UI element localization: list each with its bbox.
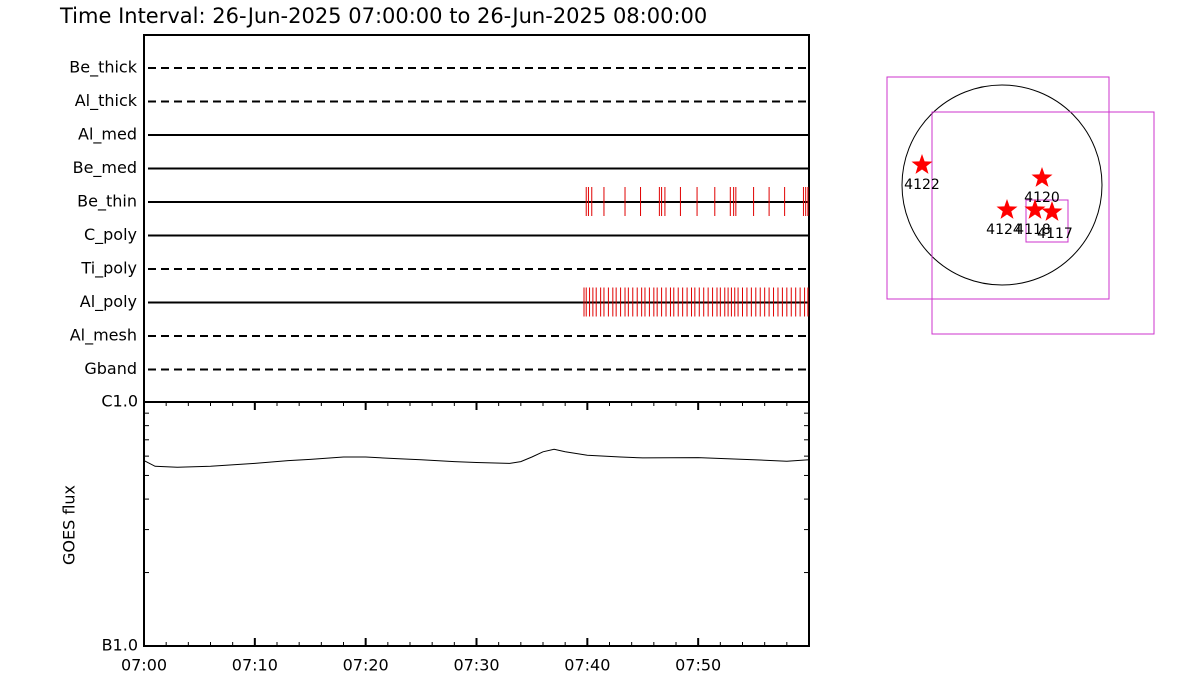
row-label: Al_med: [78, 125, 137, 145]
x-tick-label: 07:00: [121, 656, 167, 675]
region-label: 4117: [1037, 226, 1073, 242]
region-star: [911, 154, 933, 174]
fov-box: [1025, 199, 1069, 243]
fov-box: [886, 76, 1110, 300]
region-label: 4118: [1015, 222, 1051, 238]
x-tick-label: 07:50: [675, 656, 721, 675]
region-star: [1031, 167, 1053, 187]
y-axis-label: GOES flux: [60, 485, 79, 565]
chart-title: Time Interval: 26-Jun-2025 07:00:00 to 2…: [59, 4, 707, 28]
region-label: 4122: [904, 177, 940, 193]
x-tick-label: 07:10: [232, 656, 278, 675]
row-label: Gband: [84, 359, 137, 378]
row-label: Al_mesh: [70, 326, 137, 346]
region-star: [996, 199, 1018, 219]
x-tick-label: 07:40: [564, 656, 610, 675]
region-label: 4120: [1024, 190, 1060, 206]
y-tick-label: C1.0: [101, 392, 138, 411]
row-label: Be_thin: [77, 192, 137, 212]
solar-disk: [901, 84, 1103, 286]
row-label: Al_poly: [80, 292, 137, 312]
region-label: 4124: [986, 222, 1022, 238]
y-tick-label: B1.0: [102, 636, 138, 655]
region-star: [1024, 199, 1046, 219]
row-label: Be_thick: [69, 58, 137, 78]
x-tick-label: 07:30: [453, 656, 499, 675]
x-tick-label: 07:20: [343, 656, 389, 675]
row-label: C_poly: [84, 225, 137, 245]
goes-frame: [143, 401, 810, 647]
region-star: [1041, 201, 1063, 221]
timeline-frame: [143, 34, 810, 403]
row-label: Be_med: [73, 158, 137, 178]
goes-line: [143, 448, 810, 468]
row-label: Ti_poly: [80, 259, 137, 279]
fov-box: [931, 111, 1155, 335]
row-label: Al_thick: [75, 91, 138, 111]
